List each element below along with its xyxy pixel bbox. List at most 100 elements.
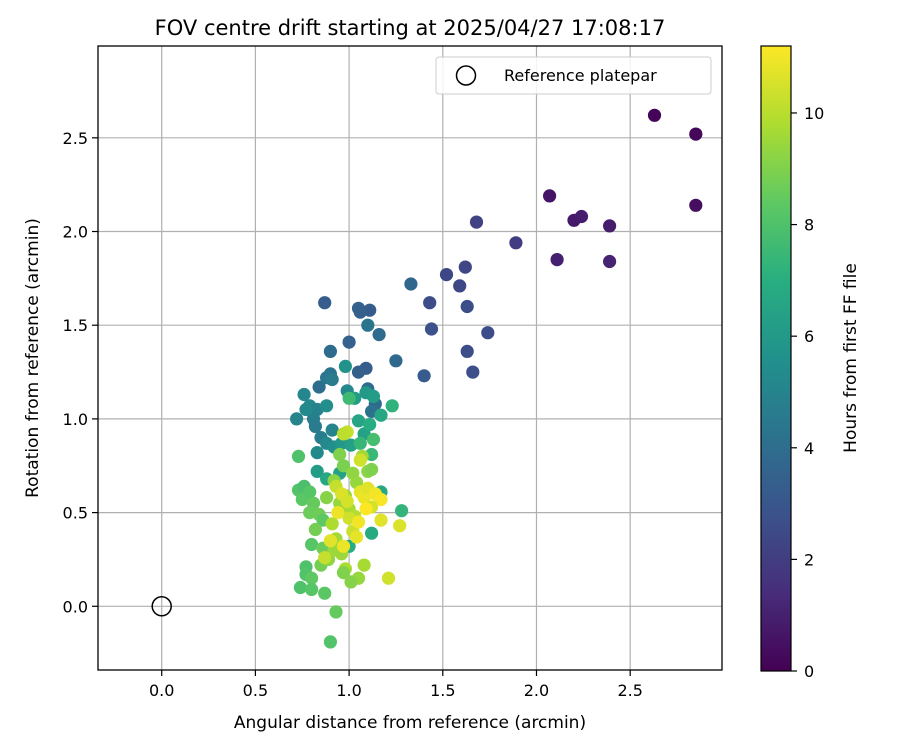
scatter-point — [351, 515, 366, 529]
scatter-point — [458, 260, 472, 274]
chart-title: FOV centre drift starting at 2025/04/27 … — [155, 16, 666, 40]
scatter-point — [689, 198, 703, 212]
scatter-point — [359, 502, 373, 516]
scatter-point — [305, 537, 319, 552]
legend-box — [435, 56, 712, 95]
grid-lines — [98, 46, 722, 670]
y-tick-label: 0.0 — [63, 597, 88, 616]
scatter-point — [374, 492, 388, 507]
scatter-point — [381, 571, 396, 585]
x-tick-label: 1.5 — [430, 681, 455, 700]
y-tick-label: 0.5 — [63, 504, 88, 523]
scatter-point — [340, 494, 354, 508]
y-tick-label: 2.0 — [63, 223, 88, 242]
scatter-point — [424, 322, 439, 336]
scatter-point — [338, 359, 352, 373]
scatter-point — [336, 539, 351, 553]
scatter-point — [325, 423, 339, 437]
scatter-point — [329, 605, 343, 619]
scatter-point — [290, 412, 304, 426]
plot-frame — [97, 45, 723, 671]
scatter-point — [323, 534, 337, 548]
colorbar-tick-label: 8 — [804, 216, 814, 235]
scatter-point — [351, 365, 366, 379]
scatter-point — [323, 344, 337, 358]
x-axis-ticks: 0.0 0.5 1.0 1.5 2.0 2.5 — [149, 670, 643, 700]
scatter-point — [460, 344, 474, 358]
scatter-point — [325, 372, 339, 387]
colorbar-tick-label: 2 — [804, 550, 814, 569]
scatter-point — [353, 453, 367, 467]
legend: Reference platepar — [435, 56, 712, 95]
scatter-point — [325, 517, 339, 531]
scatter-point — [305, 582, 319, 597]
scatter-point — [310, 446, 324, 460]
scatter-point — [342, 391, 356, 405]
scatter-point — [550, 253, 564, 267]
y-axis-label: Rotation from reference (arcmin) — [23, 218, 43, 498]
scatter-point — [336, 566, 351, 580]
scatter-point — [385, 399, 399, 413]
scatter-point — [365, 462, 379, 477]
scatter-point — [323, 635, 337, 649]
scatter-point — [689, 127, 703, 141]
scatter-points — [151, 108, 703, 649]
scatter-point — [308, 522, 322, 537]
scatter-point — [439, 268, 454, 282]
colorbar-ticks: 0 2 4 6 8 10 — [791, 104, 824, 681]
scatter-point — [353, 305, 367, 319]
scatter-point — [509, 236, 523, 250]
scatter-point — [320, 491, 334, 505]
colorbar-tick-label: 10 — [804, 104, 824, 123]
y-tick-label: 1.5 — [63, 316, 88, 335]
scatter-point — [297, 387, 311, 402]
colorbar-label: Hours from first FF file — [841, 263, 861, 453]
colorbar-tick-label: 6 — [804, 327, 814, 346]
x-tick-label: 0.5 — [243, 681, 268, 700]
colorbar-tick-label: 0 — [804, 662, 814, 681]
x-tick-label: 2.5 — [617, 681, 642, 700]
scatter-point — [331, 505, 345, 520]
scatter-point — [357, 558, 371, 572]
scatter-point — [460, 299, 474, 314]
scatter-point — [647, 108, 662, 122]
colorbar: 0 2 4 6 8 10 Hours from first FF file — [760, 45, 861, 681]
scatter-point — [481, 326, 495, 340]
scatter-point — [293, 580, 307, 595]
scatter-point — [310, 464, 324, 478]
colorbar-gradient — [760, 45, 792, 672]
y-tick-label: 2.5 — [63, 129, 88, 148]
reference-platepar-point — [151, 596, 172, 617]
scatter-point — [318, 586, 332, 600]
scatter-point — [543, 189, 557, 203]
scatter-point — [365, 526, 379, 540]
scatter-point — [342, 335, 356, 349]
scatter-point — [320, 399, 334, 413]
scatter-point — [404, 277, 418, 291]
x-tick-label: 2.0 — [524, 681, 549, 700]
scatter-point — [363, 417, 377, 432]
scatter-point — [333, 447, 347, 462]
scatter-point — [603, 219, 617, 233]
scatter-point — [453, 279, 467, 293]
y-axis-ticks: 0.0 0.5 1.0 1.5 2.0 2.5 — [63, 129, 98, 616]
x-tick-label: 1.0 — [336, 681, 361, 700]
scatter-point — [423, 296, 437, 310]
scatter-point — [318, 551, 332, 565]
scatter-point — [353, 436, 367, 450]
scatter-point — [336, 427, 351, 441]
scatter-point — [361, 318, 375, 332]
scatter-point — [312, 380, 326, 394]
scatter-point — [351, 414, 366, 428]
scatter-point — [417, 369, 431, 383]
scatter-point — [308, 419, 322, 433]
scatter-point — [344, 575, 358, 589]
scatter-point — [366, 432, 381, 447]
colorbar-tick-label: 4 — [804, 439, 814, 458]
scatter-point — [299, 402, 313, 417]
legend-marker-icon — [455, 65, 477, 86]
scatter-point — [393, 519, 407, 533]
scatter-point — [374, 513, 388, 527]
scatter-point — [336, 459, 351, 473]
